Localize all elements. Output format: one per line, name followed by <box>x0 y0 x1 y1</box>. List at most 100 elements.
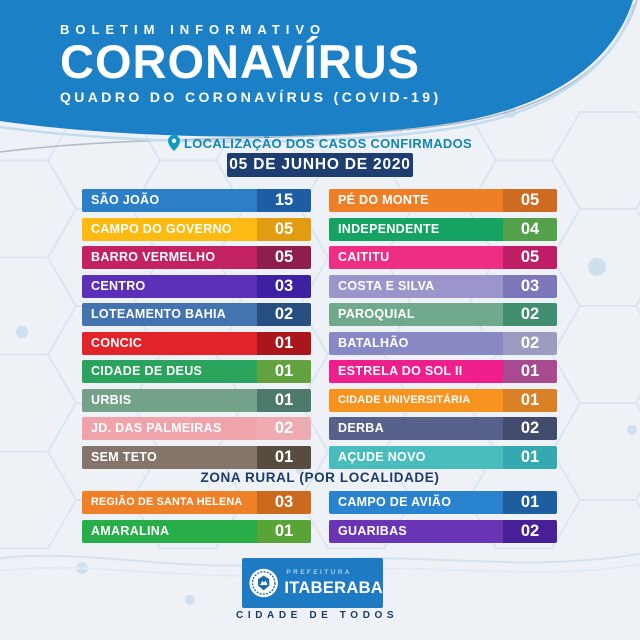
area-label: COSTA E SILVA <box>329 274 503 298</box>
case-count: 01 <box>257 360 311 383</box>
area-row: URBIS 01 <box>82 388 311 412</box>
area-label: REGIÃO DE SANTA HELENA <box>82 491 257 514</box>
area-row: AÇUDE NOVO 01 <box>329 445 557 469</box>
logo-city-name: ITABERABA <box>284 578 383 597</box>
hexagon-decoration <box>0 353 78 453</box>
dot-decoration <box>627 425 637 435</box>
rural-cases-table: REGIÃO DE SANTA HELENA 03 AMARALINA 01 CAMP… <box>82 491 558 543</box>
case-count: 01 <box>257 388 311 412</box>
hexagon-decoration <box>0 450 78 550</box>
area-row: AMARALINA 01 <box>82 520 311 543</box>
area-row: DERBA 02 <box>329 417 557 440</box>
rural-column-left: REGIÃO DE SANTA HELENA 03 AMARALINA 01 <box>82 491 311 543</box>
case-count: 02 <box>257 417 311 440</box>
case-count: 05 <box>257 246 311 269</box>
hexagon-decoration <box>634 200 640 218</box>
case-count: 01 <box>503 445 557 469</box>
bulletin-kicker: BOLETIM INFORMATIVO <box>60 22 327 37</box>
area-row: CAMPO DO GOVERNO 05 <box>82 217 311 241</box>
area-label: GUARIBAS <box>329 520 503 543</box>
area-row: BATALHÃO 02 <box>329 331 557 355</box>
area-row: ESTRELA DO SOL II 01 <box>329 360 557 383</box>
area-label: CENTRO <box>82 274 257 298</box>
rural-section-title: ZONA RURAL (POR LOCALIDADE) <box>200 470 440 485</box>
area-row: REGIÃO DE SANTA HELENA 03 <box>82 491 311 514</box>
area-row: GUARIBAS 02 <box>329 520 557 543</box>
hexagon-decoration <box>550 208 640 307</box>
cases-column-left: SÃO JOÃO 15 CAMPO DO GOVERNO 05 BARRO VERMEL… <box>82 189 311 469</box>
area-label: LOTEAMENTO BAHIA <box>82 303 257 326</box>
area-row: PAROQUIAL 02 <box>329 303 557 326</box>
area-label: CAMPO DE AVIÃO <box>329 491 503 514</box>
dot-decoration <box>16 326 28 338</box>
map-pin-icon <box>168 135 181 151</box>
area-label: SEM TETO <box>82 445 257 469</box>
area-row: CIDADE UNIVERSITÁRIA 01 <box>329 388 557 412</box>
area-label: PÉ DO MONTE <box>329 189 503 212</box>
page-title: CORONAVÍRUS <box>60 35 421 88</box>
area-row: BARRO VERMELHO 05 <box>82 246 311 269</box>
area-row: SEM TETO 01 <box>82 445 311 469</box>
rural-column-right: CAMPO DE AVIÃO 01 GUARIBAS 02 <box>329 491 557 543</box>
area-row: INDEPENDENTE 04 <box>329 217 557 241</box>
cases-column-right: PÉ DO MONTE 05 INDEPENDENTE 04 CAITITU 05 COST… <box>329 189 557 469</box>
area-label: AÇUDE NOVO <box>329 445 503 469</box>
case-count: 01 <box>503 360 557 383</box>
date-badge: 05 DE JUNHO DE 2020 <box>227 153 413 177</box>
page-subtitle: QUADRO DO CORONAVÍRUS (COVID-19) <box>60 88 442 105</box>
area-label: CONCIC <box>82 331 257 355</box>
area-row: CAMPO DE AVIÃO 01 <box>329 491 557 514</box>
area-label: PAROQUIAL <box>329 303 503 326</box>
area-label: CIDADE DE DEUS <box>82 360 257 383</box>
area-row: LOTEAMENTO BAHIA 02 <box>82 303 311 326</box>
hexagon-decoration <box>634 297 640 315</box>
header: BOLETIM INFORMATIVO CORONAVÍRUS QUADRO D… <box>60 22 442 105</box>
area-label: URBIS <box>82 388 257 412</box>
case-count: 05 <box>503 246 557 269</box>
header-curve <box>0 0 638 153</box>
area-row: PÉ DO MONTE 05 <box>329 189 557 212</box>
case-count: 01 <box>503 491 557 514</box>
area-label: AMARALINA <box>82 520 257 543</box>
logo-text: PREFEITURA ITABERABA <box>284 569 383 597</box>
case-count: 15 <box>257 189 311 212</box>
area-label: DERBA <box>329 417 503 440</box>
area-row: JD. DAS PALMEIRAS 02 <box>82 417 311 440</box>
case-count: 04 <box>503 217 557 241</box>
lightblue-accent-curve <box>0 3 636 143</box>
city-seal-icon <box>249 568 278 598</box>
case-count: 01 <box>257 445 311 469</box>
case-count: 05 <box>257 217 311 241</box>
area-label: CAITITU <box>329 246 503 269</box>
hexagon-decoration <box>0 256 78 356</box>
area-row: SÃO JOÃO 15 <box>82 189 311 212</box>
hexagon-decoration <box>550 402 640 501</box>
case-count: 02 <box>503 520 557 543</box>
area-label: ESTRELA DO SOL II <box>329 360 503 383</box>
case-count: 03 <box>257 274 311 298</box>
area-row: CENTRO 03 <box>82 274 311 298</box>
case-count: 02 <box>503 417 557 440</box>
case-count: 02 <box>257 303 311 326</box>
area-label: CIDADE UNIVERSITÁRIA <box>329 388 503 412</box>
dot-decoration <box>185 595 195 605</box>
area-label: CAMPO DO GOVERNO <box>82 217 257 241</box>
city-motto: CIDADE DE TODOS <box>236 610 399 621</box>
cases-table: SÃO JOÃO 15 CAMPO DO GOVERNO 05 BARRO VERMEL… <box>82 189 558 469</box>
hexagon-decoration <box>634 491 640 509</box>
hexagon-decoration <box>634 394 640 412</box>
case-count: 03 <box>503 274 557 298</box>
case-count: 03 <box>257 491 311 514</box>
hexagon-decoration <box>0 159 78 259</box>
area-row: COSTA E SILVA 03 <box>329 274 557 298</box>
case-count: 01 <box>257 331 311 355</box>
logo-prefeitura-label: PREFEITURA <box>286 569 352 576</box>
location-label: LOCALIZAÇÃO DOS CASOS CONFIRMADOS <box>184 135 472 151</box>
case-count: 01 <box>257 520 311 543</box>
area-label: BARRO VERMELHO <box>82 246 257 269</box>
area-row: CONCIC 01 <box>82 331 311 355</box>
case-count: 05 <box>503 189 557 212</box>
city-hall-logo: PREFEITURA ITABERABA <box>242 558 383 608</box>
case-count: 02 <box>503 303 557 326</box>
